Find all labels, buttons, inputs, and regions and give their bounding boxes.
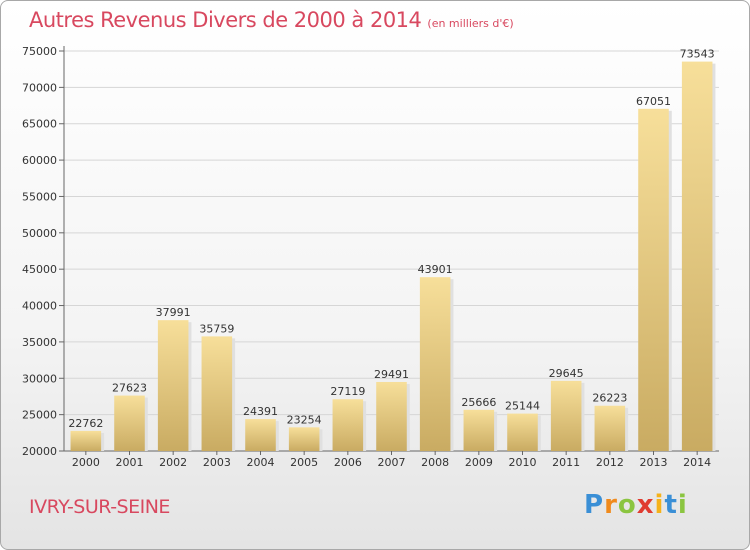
bar [70, 430, 102, 451]
x-tick-label: 2002 [159, 456, 187, 469]
logo-letter: o [617, 490, 637, 520]
data-label: 29645 [549, 367, 584, 380]
x-tick-label: 2005 [290, 456, 318, 469]
data-label: 27119 [330, 385, 365, 398]
data-label: 24391 [243, 405, 278, 418]
bar [594, 405, 626, 451]
data-label: 67051 [636, 95, 671, 108]
data-label: 23254 [287, 413, 322, 426]
x-tick-label: 2006 [334, 456, 362, 469]
proxiti-logo: Proxiti [584, 490, 688, 520]
logo-letter: i [654, 490, 665, 520]
bar [507, 413, 538, 451]
data-label: 35759 [199, 322, 234, 335]
data-label: 29491 [374, 368, 409, 381]
bar [114, 395, 145, 451]
y-tick-label: 50000 [22, 227, 57, 240]
logo-letter: t [664, 490, 678, 520]
bar [288, 427, 320, 451]
chart-title: Autres Revenus Divers de 2000 à 2014 [29, 8, 422, 32]
y-tick-label: 75000 [22, 45, 57, 58]
y-tick-label: 30000 [22, 372, 57, 385]
logo-letter: x [636, 490, 655, 520]
bar [201, 336, 233, 451]
x-tick-label: 2009 [465, 456, 493, 469]
bar [376, 381, 407, 451]
bar [463, 409, 495, 451]
data-label: 25666 [461, 396, 496, 409]
y-tick-label: 55000 [22, 190, 57, 203]
logo-letter: P [584, 490, 605, 520]
data-label: 22762 [68, 417, 103, 430]
y-tick-label: 45000 [22, 263, 57, 276]
x-tick-label: 2008 [421, 456, 449, 469]
bar [550, 380, 582, 451]
x-tick-label: 2010 [509, 456, 537, 469]
x-tick-label: 2014 [683, 456, 711, 469]
data-label: 73543 [680, 48, 715, 61]
data-label: 37991 [156, 306, 191, 319]
data-label: 26223 [592, 392, 627, 405]
y-tick-label: 20000 [22, 445, 57, 458]
y-tick-label: 60000 [22, 154, 57, 167]
chart-title-block: Autres Revenus Divers de 2000 à 2014 (en … [29, 8, 514, 32]
y-tick-label: 35000 [22, 336, 57, 349]
x-tick-label: 2011 [552, 456, 580, 469]
bar [638, 108, 669, 451]
logo-letter: r [604, 490, 618, 520]
y-tick-label: 25000 [22, 409, 57, 422]
y-tick-label: 65000 [22, 118, 57, 131]
y-tick-label: 70000 [22, 81, 57, 94]
x-tick-label: 2012 [596, 456, 624, 469]
x-tick-label: 2013 [640, 456, 668, 469]
data-label: 43901 [418, 263, 453, 276]
city-name: IVRY-SUR-SEINE [29, 496, 170, 518]
x-tick-label: 2007 [378, 456, 406, 469]
bar [419, 277, 451, 451]
data-label: 25144 [505, 400, 540, 413]
logo-letter: i [677, 490, 688, 520]
data-label: 27623 [112, 382, 147, 395]
y-tick-label: 40000 [22, 300, 57, 313]
x-tick-label: 2000 [72, 456, 100, 469]
bar [681, 61, 713, 451]
bar [245, 419, 276, 451]
x-tick-label: 2001 [116, 456, 144, 469]
bar [332, 399, 364, 451]
x-tick-label: 2003 [203, 456, 231, 469]
x-tick-label: 2004 [247, 456, 275, 469]
chart-subtitle: (en milliers d'€) [427, 17, 514, 30]
bar [157, 320, 189, 451]
